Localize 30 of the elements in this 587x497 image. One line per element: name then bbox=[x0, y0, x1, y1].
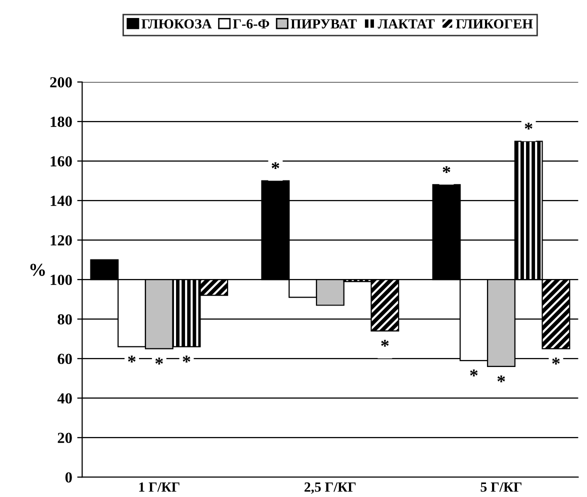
legend-label: ПИРУВАТ bbox=[290, 19, 357, 29]
x-tick-label: 2,5 Г/КГ bbox=[304, 482, 356, 494]
legend-label: ГЛЮКОЗА bbox=[142, 19, 212, 29]
y-tick-label: 200 bbox=[50, 77, 72, 88]
y-tick-label: 140 bbox=[50, 196, 72, 206]
y-tick-label: 40 bbox=[57, 393, 72, 404]
data-label: * bbox=[470, 370, 478, 376]
y-tick-label: 180 bbox=[50, 116, 72, 127]
y-tick-label: 120 bbox=[50, 235, 72, 246]
y-tick-label: 160 bbox=[50, 156, 72, 166]
y-tick-label: 20 bbox=[58, 432, 72, 444]
y-tick-label: 60 bbox=[58, 354, 72, 364]
data-label: * bbox=[442, 166, 450, 174]
data-label: * bbox=[524, 122, 532, 130]
y-tick-label: 80 bbox=[58, 314, 72, 325]
data-label: * bbox=[497, 375, 505, 382]
y-axis-title: % bbox=[30, 264, 45, 276]
data-label: * bbox=[182, 356, 190, 362]
y-tick-label: 0 bbox=[65, 472, 72, 483]
legend-label: ЛАКТАТ bbox=[378, 19, 435, 29]
legend-label: Г-6-Ф bbox=[232, 19, 270, 29]
x-tick-label: 5 Г/КГ bbox=[480, 482, 522, 492]
data-label: * bbox=[552, 358, 560, 364]
data-label: * bbox=[155, 358, 163, 364]
x-tick-label: 1 Г/КГ bbox=[139, 482, 180, 492]
data-label: * bbox=[381, 340, 389, 347]
data-label: * bbox=[128, 356, 136, 362]
y-tick-label: 100 bbox=[50, 274, 72, 286]
data-label: * bbox=[272, 162, 280, 170]
legend-label: ГЛИКОГЕН bbox=[456, 19, 533, 29]
